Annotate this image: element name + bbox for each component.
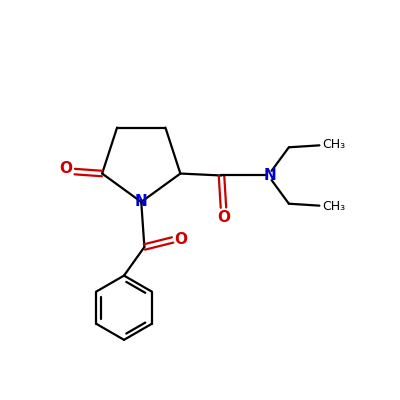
Text: CH₃: CH₃ — [322, 200, 346, 213]
Text: N: N — [263, 168, 276, 183]
Text: O: O — [217, 210, 230, 225]
Text: CH₃: CH₃ — [322, 138, 346, 151]
Text: O: O — [175, 232, 188, 248]
Text: O: O — [60, 161, 73, 176]
Text: N: N — [135, 194, 148, 210]
